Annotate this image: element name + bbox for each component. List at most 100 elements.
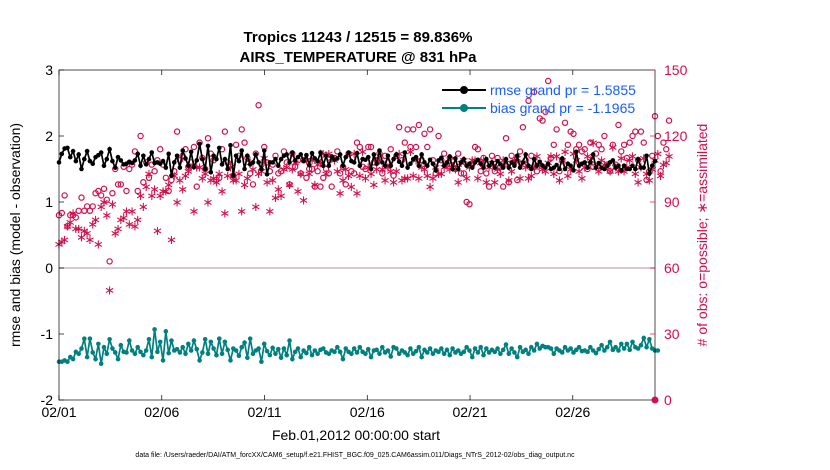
- rmse-point: [554, 162, 559, 168]
- obs-possible-point: [140, 178, 147, 186]
- rmse-point: [478, 161, 483, 167]
- bias-point: [135, 344, 141, 350]
- bias-point: [416, 344, 422, 350]
- rmse-point: [506, 165, 512, 170]
- obs-assimilated-point: ∗: [304, 167, 315, 182]
- obs-assimilated-point: ∗: [489, 176, 500, 191]
- bias-point: [405, 352, 410, 358]
- legend-bias-marker: [460, 104, 468, 112]
- obs-possible-point: [514, 176, 521, 184]
- bias-point: [197, 358, 202, 363]
- obs-possible-point: [474, 145, 482, 153]
- bias-point: [320, 346, 326, 351]
- rmse-point: [573, 149, 579, 155]
- bias-point: [464, 344, 469, 350]
- obs-assimilated-point: ∗: [523, 171, 534, 186]
- rmse-point: [630, 163, 635, 168]
- bias-point: [441, 351, 447, 357]
- y-tick-label-left: -2: [41, 392, 54, 408]
- y-axis-label-left: rmse and bias (model - observation): [7, 123, 23, 347]
- obs-possible-point: [505, 178, 513, 186]
- rmse-point: [627, 166, 632, 172]
- rmse-point: [261, 148, 267, 153]
- rmse-point: [588, 160, 593, 165]
- rmse-point: [503, 156, 509, 162]
- obs-possible-point: [106, 258, 113, 265]
- bias-point: [506, 351, 512, 357]
- rmse-point: [171, 160, 177, 165]
- bias-point: [146, 336, 152, 342]
- obs-assimilated-point: ∗: [405, 145, 416, 160]
- rmse-point: [585, 165, 590, 170]
- bias-point: [635, 346, 641, 351]
- rmse-point: [368, 166, 374, 172]
- obs-assimilated-point: ∗: [467, 154, 478, 169]
- obs-assimilated-point: ∗: [200, 167, 211, 182]
- obs-possible-point: [216, 174, 223, 181]
- obs-assimilated-point: ∗: [149, 182, 160, 197]
- obs-assimilated-point: ∗: [661, 156, 672, 171]
- obs-assimilated-point: ∗: [501, 156, 512, 171]
- bias-point: [93, 356, 98, 362]
- bias-point: [110, 346, 115, 351]
- chart-title: Tropics 11243 / 12515 = 89.836%: [244, 29, 473, 46]
- bias-point: [82, 336, 87, 341]
- obs-assimilated-point: ∗: [354, 169, 365, 184]
- obs-assimilated-point: ∗: [166, 233, 177, 248]
- rmse-point: [430, 161, 436, 167]
- rmse-point: [76, 152, 81, 157]
- obs-assimilated-point: ∗: [250, 200, 261, 215]
- bias-point: [239, 344, 245, 350]
- obs-assimilated-point: ∗: [444, 163, 455, 178]
- obs-assimilated-point: ∗: [290, 156, 301, 171]
- obs-assimilated-point: ∗: [579, 160, 590, 175]
- rmse-point: [489, 160, 495, 165]
- obs-assimilated-point: ∗: [576, 171, 587, 186]
- obs-assimilated-point: ∗: [160, 185, 171, 200]
- rmse-point: [239, 148, 245, 153]
- bias-point: [568, 346, 573, 351]
- bias-point: [79, 346, 84, 351]
- bias-point: [245, 355, 250, 361]
- obs-assimilated-point: ∗: [422, 169, 433, 184]
- obs-assimilated-point: ∗: [104, 284, 115, 299]
- obs-assimilated-point: ∗: [619, 165, 630, 180]
- bias-point: [65, 359, 70, 365]
- rmse-point: [526, 163, 531, 168]
- rmse-point: [512, 163, 517, 168]
- obs-assimilated-point: ∗: [318, 147, 329, 162]
- obs-possible-point: [488, 152, 496, 159]
- bias-point: [87, 336, 93, 341]
- bias-point: [481, 352, 486, 358]
- y-tick-label-left: 1: [45, 194, 53, 210]
- obs-possible-point: [477, 167, 484, 175]
- obs-possible-point: [390, 172, 397, 179]
- obs-possible-point: [525, 97, 532, 105]
- rmse-point: [568, 163, 573, 168]
- obs-assimilated-point: ∗: [506, 165, 517, 180]
- obs-assimilated-point: ∗: [93, 237, 104, 252]
- obs-possible-point: [117, 181, 125, 188]
- bias-point: [236, 353, 242, 359]
- obs-assimilated-point: ∗: [419, 163, 430, 178]
- rmse-point: [531, 156, 537, 162]
- rmse-point: [486, 163, 492, 168]
- rmse-point: [380, 160, 385, 165]
- rmse-point: [292, 158, 298, 163]
- bias-point: [475, 350, 481, 355]
- rmse-point: [242, 166, 247, 172]
- rmse-point: [186, 163, 191, 168]
- obs-assimilated-point: ∗: [135, 189, 146, 204]
- obs-assimilated-point: ∗: [481, 176, 492, 191]
- obs-assimilated-point: ∗: [155, 189, 166, 204]
- obs-possible-point: [499, 183, 507, 190]
- bias-point: [621, 346, 627, 351]
- bias-point: [166, 350, 171, 356]
- obs-assimilated-point: ∗: [503, 174, 514, 189]
- bias-point: [298, 354, 304, 360]
- rmse-point: [453, 156, 458, 161]
- y-axis-label-right: # of obs: o=possible; ∗=assimilated: [694, 124, 710, 347]
- bias-point: [242, 340, 247, 345]
- obs-assimilated-point: ∗: [107, 198, 118, 213]
- obs-assimilated-point: ∗: [144, 167, 155, 182]
